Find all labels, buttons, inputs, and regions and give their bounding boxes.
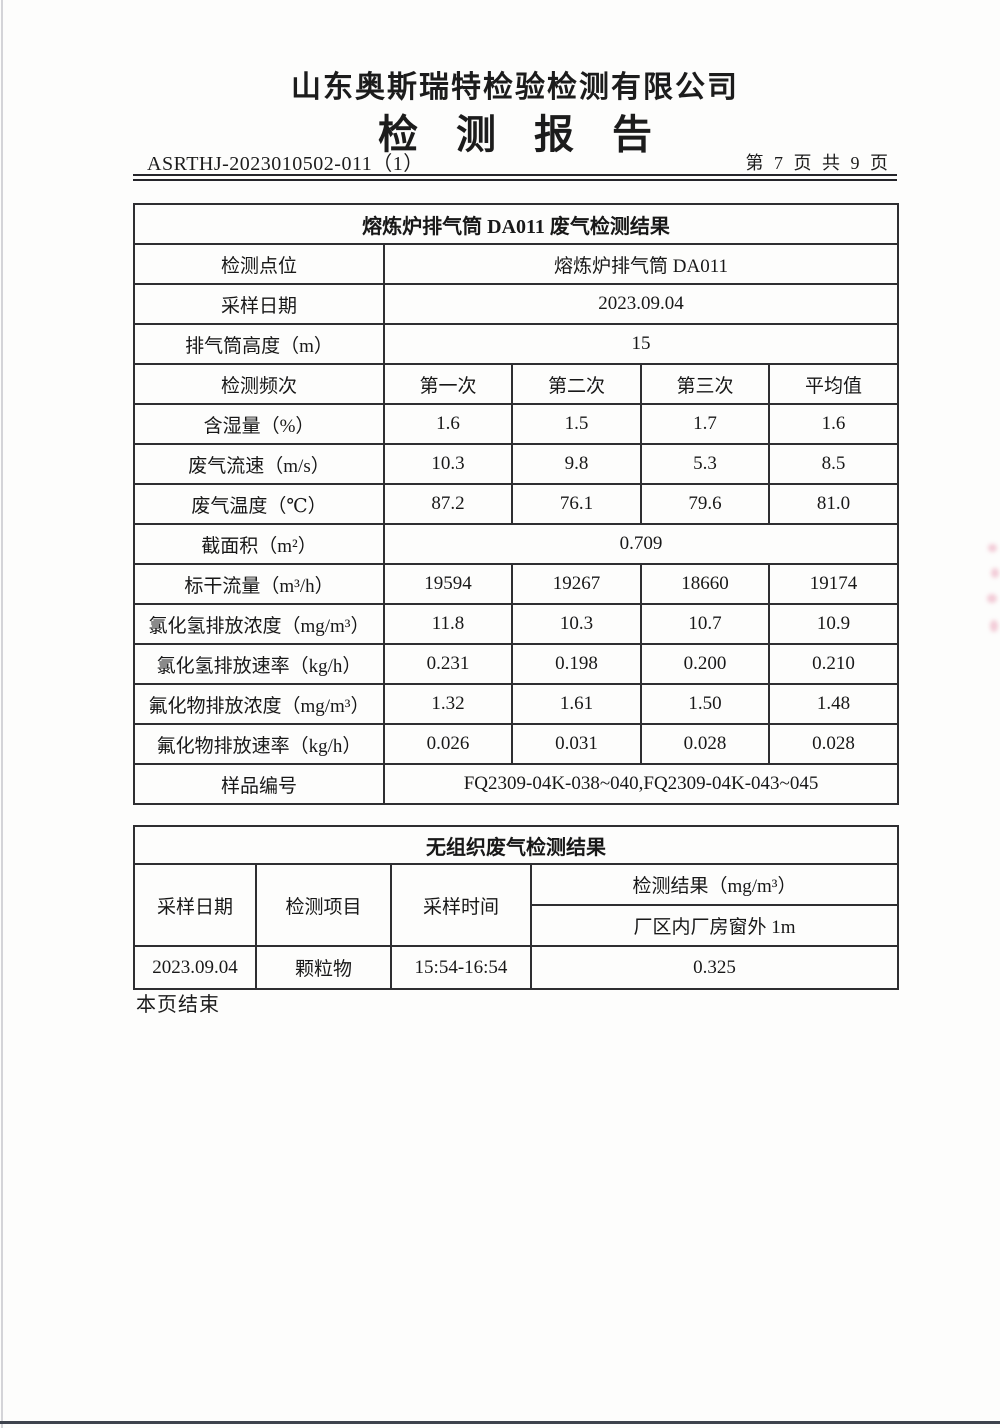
- table-row: 排气筒高度（m） 15: [133, 323, 900, 365]
- table-cell: 76.1: [511, 483, 642, 525]
- stack-gas-results-table: 熔炼炉排气筒 DA011 废气检测结果 检测点位 熔炼炉排气筒 DA011 采样…: [132, 203, 900, 805]
- end-of-page-note: 本页结束: [136, 994, 220, 1016]
- row-label: 标干流量（m³/h）: [133, 563, 385, 605]
- column-header: 第一次: [383, 363, 513, 405]
- table-cell: 1.5: [511, 403, 642, 445]
- table-cell: 0.028: [767, 723, 900, 765]
- table-cell: 0.031: [511, 723, 642, 765]
- table-cell: 颗粒物: [255, 945, 392, 990]
- row-label: 排气筒高度（m）: [133, 323, 385, 365]
- table-title: 无组织废气检测结果: [133, 825, 899, 865]
- row-label: 氟化物排放速率（kg/h）: [133, 723, 385, 765]
- table-row: 截面积（m²） 0.709: [133, 523, 900, 565]
- table-cell: 0.325: [530, 945, 899, 990]
- row-label: 检测点位: [133, 243, 385, 285]
- table-title: 熔炼炉排气筒 DA011 废气检测结果: [132, 203, 900, 245]
- table-row: 检测点位 熔炼炉排气筒 DA011: [133, 243, 900, 285]
- table-row: 废气温度（℃） 87.2 76.1 79.6 81.0: [133, 483, 900, 525]
- table-cell: 0.198: [511, 643, 642, 685]
- table-cell: 0.210: [767, 643, 900, 685]
- table-cell: 87.2: [383, 483, 513, 525]
- row-label: 废气流速（m/s）: [133, 443, 385, 485]
- column-header: 采样日期: [133, 863, 257, 947]
- table-cell: 9.8: [511, 443, 642, 485]
- page-number-info: 第 7 页 共 9 页: [745, 153, 891, 173]
- scan-edge-artifact-bottom: [0, 1421, 1000, 1424]
- table-cell: 0.231: [383, 643, 513, 685]
- table-cell: 5.3: [640, 443, 770, 485]
- table-cell: 19174: [767, 563, 900, 605]
- table-cell: 81.0: [767, 483, 900, 525]
- column-header: 第三次: [640, 363, 770, 405]
- table-cell: 0.028: [640, 723, 770, 765]
- table-cell: 10.3: [383, 443, 513, 485]
- table-cell: 79.6: [640, 483, 770, 525]
- table-cell: 11.8: [383, 603, 513, 645]
- header-divider-rule: [133, 174, 897, 181]
- row-label: 样品编号: [133, 763, 385, 805]
- table-row: 含湿量（%） 1.6 1.5 1.7 1.6: [133, 403, 900, 445]
- row-label: 废气温度（℃）: [133, 483, 385, 525]
- table-cell: 18660: [640, 563, 770, 605]
- report-title: 检 测 报 告: [378, 112, 666, 157]
- table-cell: 10.9: [767, 603, 900, 645]
- table-cell: 1.7: [640, 403, 770, 445]
- row-label: 氯化氢排放速率（kg/h）: [133, 643, 385, 685]
- table-cell: 1.48: [767, 683, 900, 725]
- table-row: 氟化物排放浓度（mg/m³） 1.32 1.61 1.50 1.48: [133, 683, 900, 725]
- table-row: 检测频次 第一次 第二次 第三次 平均值: [133, 363, 900, 405]
- table-row: 熔炼炉排气筒 DA011 废气检测结果: [132, 203, 900, 245]
- fugitive-gas-results-table: 无组织废气检测结果 采样日期 检测项目 采样时间 检测结果（mg/m³） 厂区内…: [133, 825, 899, 990]
- row-label: 含湿量（%）: [133, 403, 385, 445]
- row-label: 采样日期: [133, 283, 385, 325]
- table-row: 氯化氢排放速率（kg/h） 0.231 0.198 0.200 0.210: [133, 643, 900, 685]
- table-cell: 15: [382, 323, 900, 365]
- table-cell: 1.50: [640, 683, 770, 725]
- table-row: 采样日期 检测项目 采样时间 检测结果（mg/m³）: [133, 863, 899, 947]
- table-cell: 19267: [511, 563, 642, 605]
- table-cell: 0.200: [640, 643, 770, 685]
- table-cell: 8.5: [767, 443, 900, 485]
- table-row: 采样日期 2023.09.04: [133, 283, 900, 325]
- table-row: 厂区内厂房窗外 1m: [134, 904, 899, 947]
- table-row: 标干流量（m³/h） 19594 19267 18660 19174: [133, 563, 900, 605]
- column-header: 第二次: [511, 363, 642, 405]
- table-row: 2023.09.04 颗粒物 15:54-16:54 0.325: [133, 945, 899, 990]
- table-cell: 0.026: [383, 723, 513, 765]
- report-number: ASRTHJ-2023010502-011（1）: [147, 153, 424, 175]
- column-header: 采样时间: [390, 863, 532, 947]
- row-label: 截面积（m²）: [133, 523, 385, 565]
- column-header: 检测项目: [255, 863, 392, 947]
- row-label: 氯化氢排放浓度（mg/m³）: [133, 603, 385, 645]
- report-meta-row: ASRTHJ-2023010502-011（1） 第 7 页 共 9 页: [133, 147, 897, 175]
- table-row: 无组织废气检测结果: [133, 825, 899, 865]
- column-header: 平均值: [767, 363, 900, 405]
- table-cell: 15:54-16:54: [390, 945, 532, 990]
- table-cell: 19594: [383, 563, 513, 605]
- row-label: 氟化物排放浓度（mg/m³）: [133, 683, 385, 725]
- table-row: 废气流速（m/s） 10.3 9.8 5.3 8.5: [133, 443, 900, 485]
- table-cell: 1.61: [511, 683, 642, 725]
- table-cell: 1.6: [383, 403, 513, 445]
- table-cell: 2023.09.04: [382, 283, 900, 325]
- table-cell: 熔炼炉排气筒 DA011: [382, 243, 900, 285]
- table-row: 样品编号 FQ2309-04K-038~040,FQ2309-04K-043~0…: [133, 763, 900, 805]
- table-row: 氯化氢排放浓度（mg/m³） 11.8 10.3 10.7 10.9: [133, 603, 900, 645]
- scan-edge-artifact-left: [1, 0, 3, 1428]
- table-row: 氟化物排放速率（kg/h） 0.026 0.031 0.028 0.028: [133, 723, 900, 765]
- table-cell: FQ2309-04K-038~040,FQ2309-04K-043~045: [382, 763, 900, 805]
- table-cell: 2023.09.04: [133, 945, 257, 990]
- table-cell: 0.709: [382, 523, 900, 565]
- table-cell: 1.32: [383, 683, 513, 725]
- column-header: 检测结果（mg/m³）: [530, 863, 899, 906]
- red-stamp-fragment: [984, 538, 1000, 643]
- table-cell: 10.7: [640, 603, 770, 645]
- table-cell: 1.6: [767, 403, 900, 445]
- company-name: 山东奥斯瑞特检验检测有限公司: [291, 71, 739, 104]
- row-label: 检测频次: [133, 363, 385, 405]
- column-subheader: 厂区内厂房窗外 1m: [530, 904, 899, 947]
- table-cell: 10.3: [511, 603, 642, 645]
